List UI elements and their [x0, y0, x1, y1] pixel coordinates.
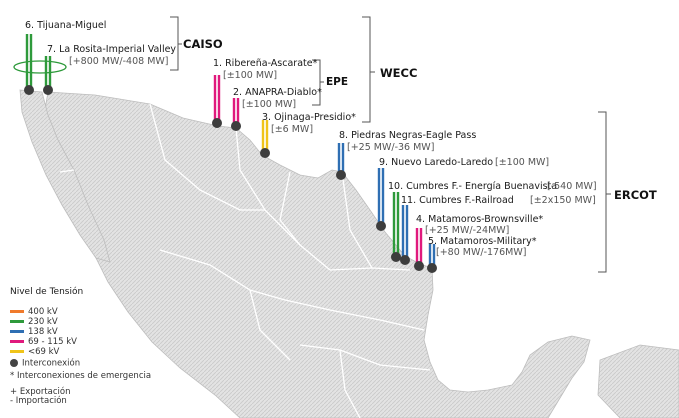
capacity-cumbres-railroad: [±2x150 MW] — [530, 195, 596, 206]
legend-emergency-note: * Interconexiones de emergencia — [10, 371, 152, 381]
yucatan-region — [597, 344, 679, 418]
legend-node-icon — [10, 359, 18, 367]
wecc-bracket — [362, 16, 371, 123]
legend-export-note: + Exportación — [10, 387, 71, 397]
legend-swatch-138kv — [10, 330, 24, 333]
node-matamoros-brownsville — [414, 261, 424, 271]
node-la-rosita — [43, 85, 53, 95]
region-caiso: CAISO — [183, 37, 223, 51]
capacity-riberena-ascarate: [±100 MW] — [223, 70, 278, 81]
node-ojinaga — [260, 148, 270, 158]
transmission-lines — [13, 34, 436, 266]
legend-import-note: - Importación — [10, 396, 67, 406]
legend-swatch-lt69kv — [10, 350, 24, 353]
capacity-matamoros-military: [+80 MW/-176MW] — [436, 247, 527, 258]
legend-item-node: Interconexión — [10, 359, 80, 369]
node-matamoros-military — [427, 263, 437, 273]
label-riberena-ascarate: 1. Ribereña-Ascarate* — [213, 58, 318, 69]
label-anapra-diablo: 2. ANAPRA-Diablo* — [233, 87, 322, 98]
legend-item-lt69kv: <69 kV — [10, 348, 59, 357]
capacity-anapra-diablo: [±100 MW] — [242, 99, 297, 110]
legend-title: Nivel de Tensión — [10, 287, 84, 297]
label-la-rosita: 7. La Rosita-Imperial Valley — [47, 44, 177, 55]
label-cumbres-buenavista: 10. Cumbres F.- Energía Buenavista — [388, 181, 558, 192]
legend-item-69-115kv: 69 - 115 kV — [10, 338, 77, 347]
capacity-piedras-negras: [+25 MW/-36 MW] — [347, 142, 435, 153]
legend-item-138kv: 138 kV — [10, 328, 58, 337]
capacity-nuevo-laredo: [±100 MW] — [495, 157, 550, 168]
legend-swatch-230kv — [10, 320, 24, 323]
region-brackets — [170, 16, 611, 273]
region-epe: EPE — [326, 76, 349, 88]
region-ercot: ERCOT — [614, 188, 657, 202]
node-anapra — [231, 121, 241, 131]
la-rosita-circuit-ring — [13, 60, 67, 74]
capacity-matamoros-brownsville: [+25 MW/-24MW] — [425, 225, 510, 236]
legend-swatch-400kv — [10, 310, 24, 313]
legend-item-230kv: 230 kV — [10, 318, 58, 327]
node-nuevo-laredo — [376, 221, 386, 231]
legend-item-400kv: 400 kV — [10, 308, 58, 317]
region-wecc: WECC — [380, 66, 418, 80]
legend-swatch-69-115kv — [10, 340, 24, 343]
node-tijuana — [24, 85, 34, 95]
label-ojinaga-presidio: 3. Ojinaga-Presidio* — [262, 112, 356, 123]
label-tijuana-miguel: 6. Tijuana-Miguel — [25, 20, 107, 31]
label-matamoros-brownsville: 4. Matamoros-Brownsville* — [416, 214, 544, 225]
node-cumbres-railroad — [400, 255, 410, 265]
interconnection-nodes — [24, 85, 437, 273]
node-piedras-negras — [336, 170, 346, 180]
node-riberena — [212, 118, 222, 128]
label-matamoros-military: 5. Matamoros-Military* — [428, 236, 537, 247]
state-borders — [59, 103, 431, 418]
capacity-ojinaga-presidio: [±6 MW] — [271, 124, 314, 135]
ercot-bracket — [598, 111, 607, 273]
label-cumbres-railroad: 11. Cumbres F.-Railroad — [401, 195, 514, 206]
label-nuevo-laredo: 9. Nuevo Laredo-Laredo — [379, 157, 494, 168]
capacity-la-rosita: [+800 MW/-408 MW] — [69, 56, 169, 67]
node-cumbres-buenavista — [391, 252, 401, 262]
capacity-cumbres-buenavista: [-540 MW] — [547, 181, 597, 192]
baja-california — [19, 89, 111, 263]
label-piedras-negras: 8. Piedras Negras-Eagle Pass — [339, 130, 477, 141]
